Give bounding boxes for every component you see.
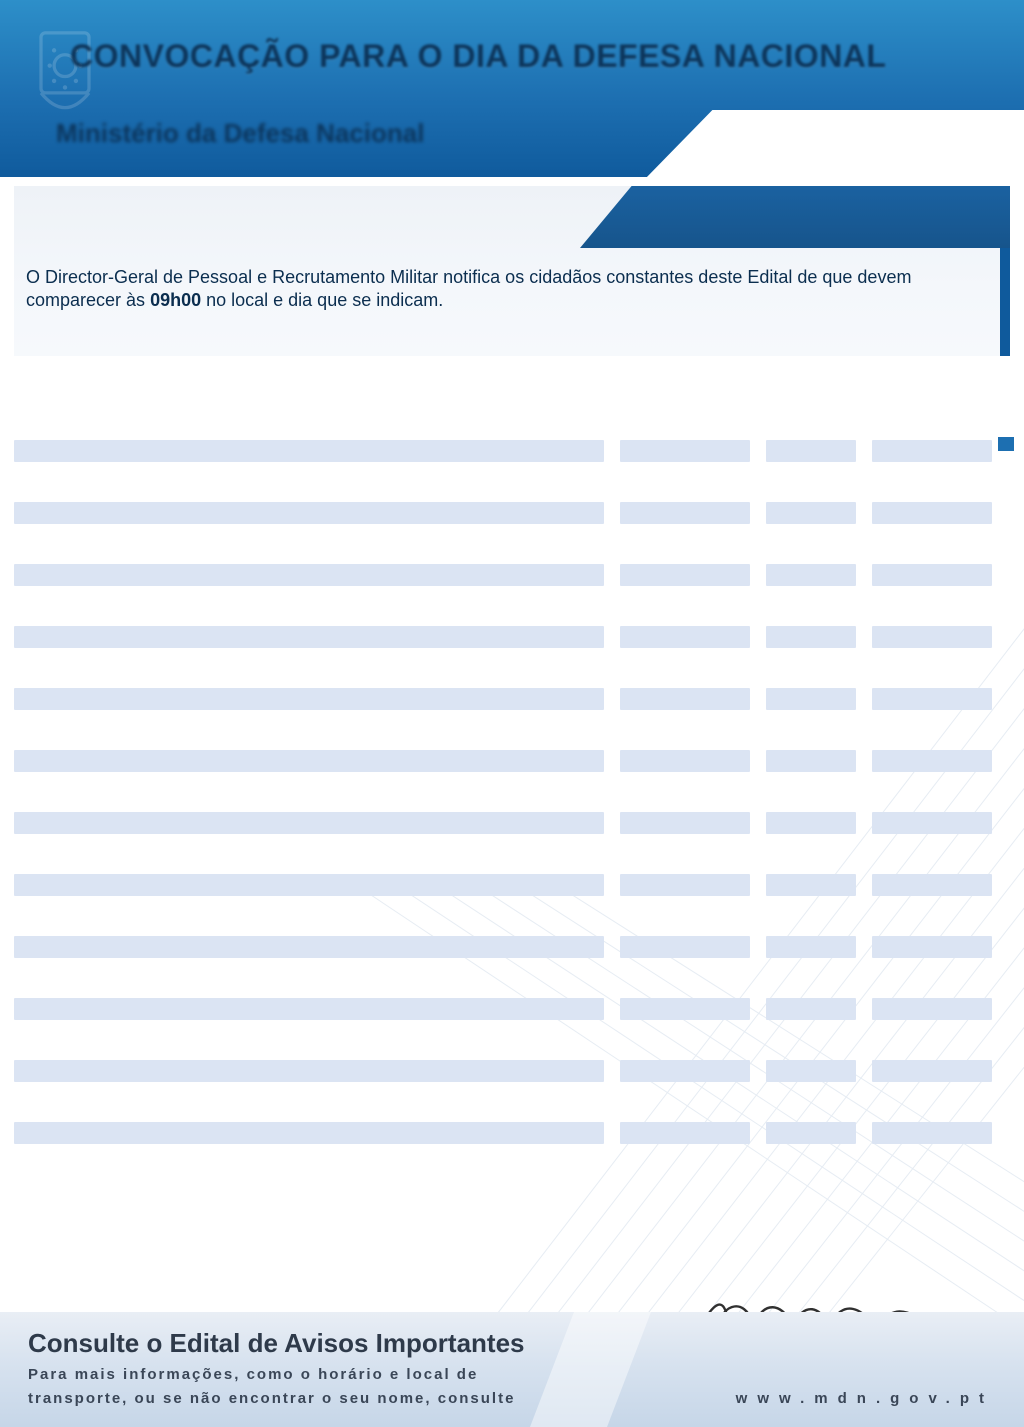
banner-cut-shape	[644, 110, 1024, 180]
table-row	[14, 564, 1010, 586]
notice-right-strip	[1000, 248, 1010, 356]
table-row	[14, 688, 1010, 710]
table-cell	[872, 1122, 992, 1144]
table-cell	[620, 1060, 750, 1082]
footer: Consulte o Edital de Avisos Importantes …	[0, 1312, 1024, 1427]
data-rows	[14, 440, 1010, 1184]
table-cell	[620, 1122, 750, 1144]
table-row	[14, 998, 1010, 1020]
table-cell	[766, 688, 856, 710]
header-banner: CONVOCAÇÃO PARA O DIA DA DEFESA NACIONAL…	[0, 0, 1024, 180]
header-accent	[998, 437, 1014, 451]
table-row	[14, 750, 1010, 772]
table-cell	[872, 440, 992, 462]
footer-line-2: transporte, ou se não encontrar o seu no…	[28, 1390, 515, 1407]
table-row	[14, 440, 1010, 462]
table-row	[14, 502, 1010, 524]
table-cell	[872, 1060, 992, 1082]
table-row	[14, 1122, 1010, 1144]
table-cell	[620, 440, 750, 462]
footer-url: www.mdn.gov.pt	[736, 1390, 994, 1407]
table-cell	[14, 564, 604, 586]
table-cell	[620, 874, 750, 896]
table-cell	[620, 502, 750, 524]
table-cell	[766, 750, 856, 772]
table-cell	[620, 564, 750, 586]
table-cell	[14, 440, 604, 462]
table-cell	[14, 626, 604, 648]
table-cell	[872, 750, 992, 772]
table-cell	[14, 1122, 604, 1144]
table-cell	[766, 626, 856, 648]
table-cell	[766, 998, 856, 1020]
footer-line-1: Para mais informações, como o horário e …	[28, 1366, 478, 1383]
notice-text: O Director-Geral de Pessoal e Recrutamen…	[26, 266, 986, 313]
table-cell	[872, 564, 992, 586]
table-cell	[872, 502, 992, 524]
table-cell	[14, 936, 604, 958]
notice-time: 09h00	[150, 290, 201, 310]
table-cell	[14, 502, 604, 524]
table-row	[14, 812, 1010, 834]
table-cell	[14, 812, 604, 834]
table-cell	[620, 688, 750, 710]
table-cell	[872, 812, 992, 834]
table-cell	[872, 688, 992, 710]
table-cell	[766, 440, 856, 462]
table-cell	[766, 1060, 856, 1082]
table-row	[14, 874, 1010, 896]
table-cell	[766, 936, 856, 958]
table-cell	[766, 874, 856, 896]
table-cell	[14, 1060, 604, 1082]
banner-subtitle: Ministério da Defesa Nacional	[56, 118, 424, 149]
table-cell	[14, 998, 604, 1020]
table-cell	[766, 502, 856, 524]
footer-title: Consulte o Edital de Avisos Importantes	[28, 1328, 525, 1359]
table-cell	[14, 874, 604, 896]
table-cell	[766, 812, 856, 834]
table-cell	[620, 936, 750, 958]
table-cell	[872, 998, 992, 1020]
notice-wedge-shape	[580, 186, 1010, 248]
table-row	[14, 936, 1010, 958]
table-cell	[14, 750, 604, 772]
page: CONVOCAÇÃO PARA O DIA DA DEFESA NACIONAL…	[0, 0, 1024, 1427]
table-row	[14, 626, 1010, 648]
notice-card: O Director-Geral de Pessoal e Recrutamen…	[14, 186, 1010, 356]
table-cell	[620, 812, 750, 834]
table-cell	[872, 874, 992, 896]
table-cell	[620, 750, 750, 772]
table-cell	[872, 936, 992, 958]
table-cell	[766, 564, 856, 586]
notice-suffix: no local e dia que se indicam.	[201, 290, 443, 310]
banner-title: CONVOCAÇÃO PARA O DIA DA DEFESA NACIONAL	[70, 38, 886, 75]
footer-angle-highlight	[530, 1312, 750, 1427]
table-cell	[872, 626, 992, 648]
table-cell	[620, 626, 750, 648]
table-cell	[14, 688, 604, 710]
table-cell	[620, 998, 750, 1020]
table-row	[14, 1060, 1010, 1082]
table-cell	[766, 1122, 856, 1144]
